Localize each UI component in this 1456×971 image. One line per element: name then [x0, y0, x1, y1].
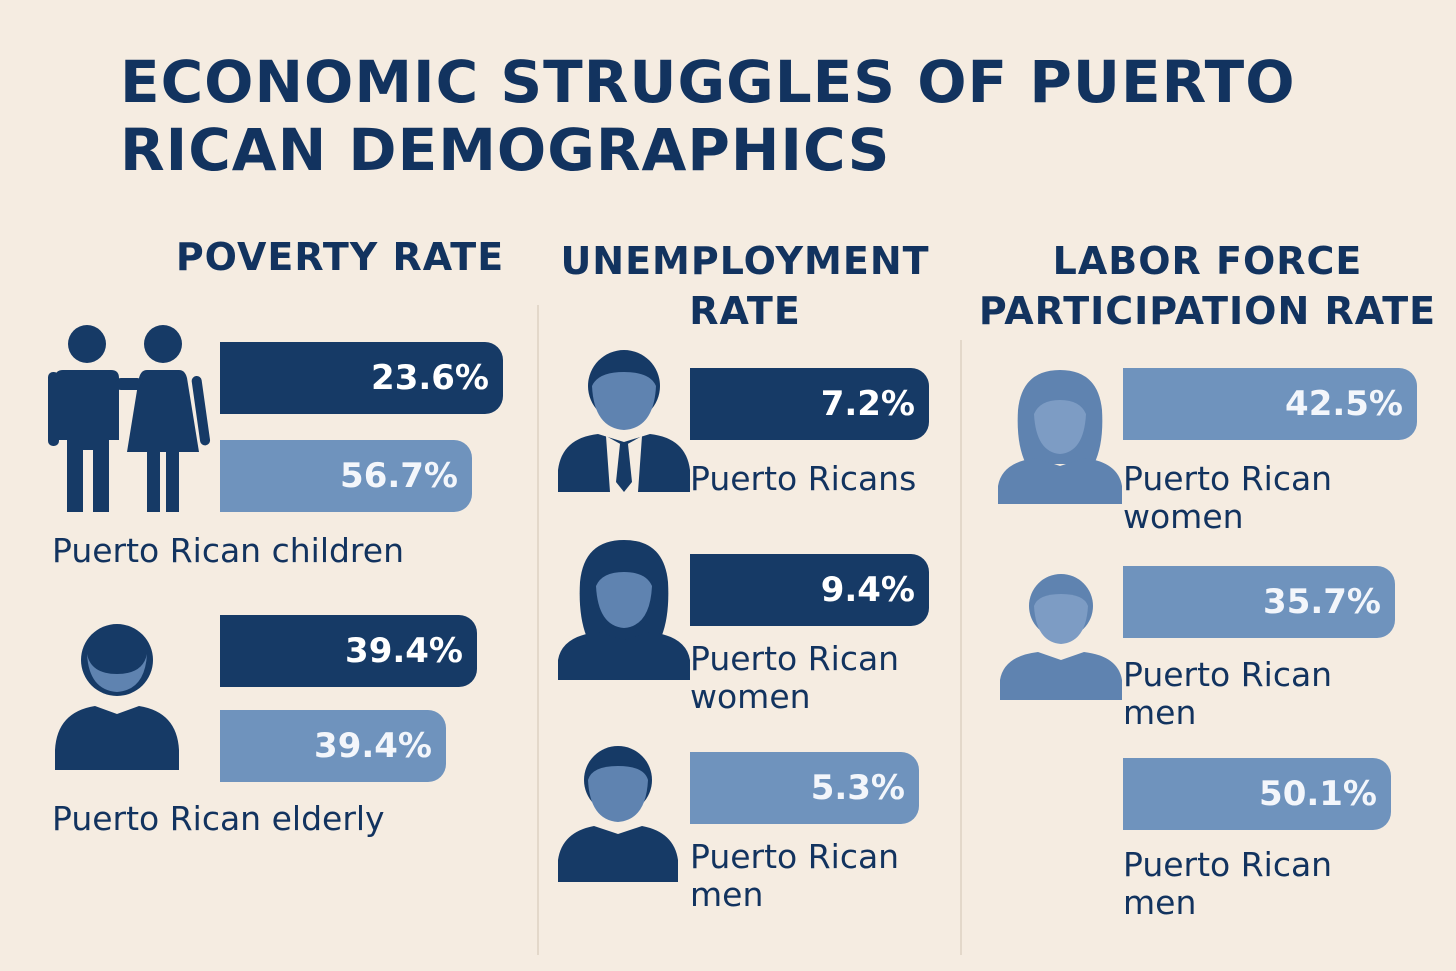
- person-icon: [55, 624, 179, 770]
- page-title: ECONOMIC STRUGGLES OF PUERTO RICAN DEMOG…: [120, 48, 1296, 184]
- bar-labor-women: 42.5%: [1123, 368, 1417, 440]
- labor-force-heading: LABOR FORCE PARTICIPATION RATE: [978, 239, 1437, 333]
- woman-icon: [558, 540, 690, 680]
- bar-poverty-children-1: 23.6%: [220, 342, 503, 414]
- label-poverty-children: Puerto Rican children: [52, 531, 404, 570]
- column-divider: [537, 305, 539, 955]
- label-unemployment-puerto-ricans: Puerto Ricans: [690, 459, 917, 498]
- bar-labor-men-2: 50.1%: [1123, 758, 1391, 830]
- column-divider: [960, 340, 962, 955]
- label-unemployment-men: Puerto Rican men: [690, 837, 900, 914]
- poverty-heading: POVERTY RATE: [175, 235, 505, 279]
- bar-unemployment-women: 9.4%: [690, 554, 929, 626]
- businessman-icon: [558, 350, 690, 492]
- bar-poverty-elderly-1: 39.4%: [220, 615, 477, 687]
- label-labor-men-2: Puerto Rican men: [1123, 845, 1333, 922]
- label-labor-men-1: Puerto Rican men: [1123, 655, 1333, 732]
- woman-icon: [998, 370, 1122, 504]
- bar-unemployment-men: 5.3%: [690, 752, 919, 824]
- bar-unemployment-puerto-ricans: 7.2%: [690, 368, 929, 440]
- bar-poverty-elderly-2: 39.4%: [220, 710, 446, 782]
- person-icon: [1000, 574, 1122, 700]
- label-labor-women: Puerto Rican women: [1123, 459, 1333, 536]
- label-poverty-elderly: Puerto Rican elderly: [52, 799, 385, 838]
- label-unemployment-women: Puerto Rican women: [690, 639, 900, 716]
- man-icon: [558, 746, 678, 882]
- bar-labor-men-1: 35.7%: [1123, 566, 1395, 638]
- couple-icon: [48, 325, 211, 512]
- bar-poverty-children-2: 56.7%: [220, 440, 472, 512]
- unemployment-heading: UNEMPLOYMENT RATE: [560, 239, 930, 333]
